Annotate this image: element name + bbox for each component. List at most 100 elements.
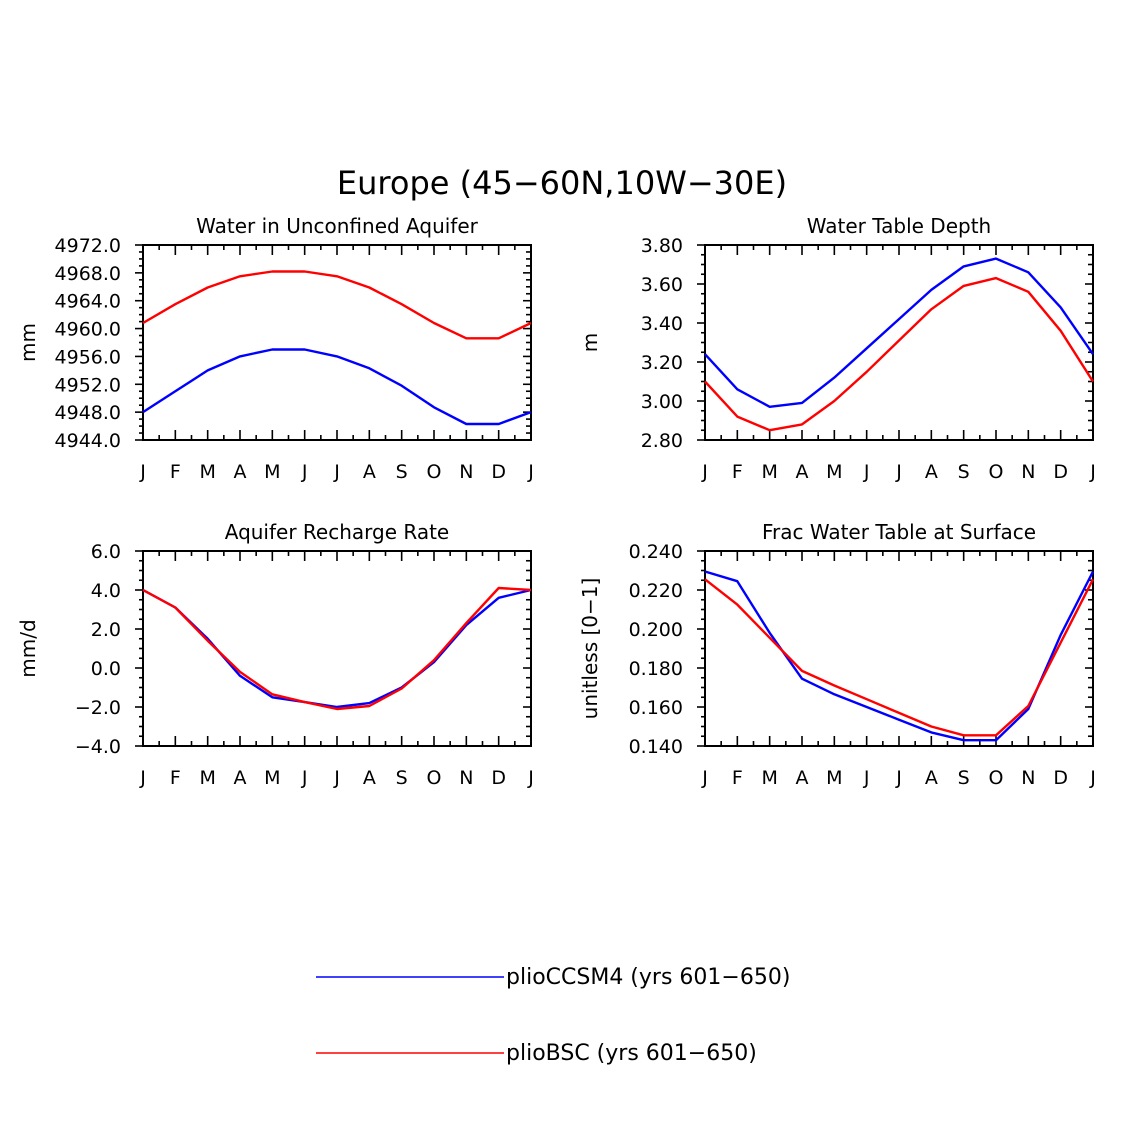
y-tick-label: 0.140 xyxy=(629,736,683,758)
y-tick-label: 3.80 xyxy=(641,235,683,257)
y-tick-label: 3.00 xyxy=(641,391,683,413)
y-tick-label: 4944.0 xyxy=(55,430,121,452)
x-tick-label: F xyxy=(732,461,743,483)
y-tick-label: 0.160 xyxy=(629,697,683,719)
y-tick-label: 4948.0 xyxy=(55,402,121,424)
y-tick-label: −4.0 xyxy=(75,736,121,758)
x-tick-label: J xyxy=(895,767,902,789)
y-tick-label: 0.180 xyxy=(629,658,683,680)
x-tick-label: F xyxy=(170,767,181,789)
x-tick-label: M xyxy=(826,767,842,789)
x-tick-label: D xyxy=(1053,461,1068,483)
x-tick-label: A xyxy=(363,461,376,483)
x-tick-label: J xyxy=(701,461,708,483)
y-axis-label: mm xyxy=(16,323,40,362)
series-line-pliocccsm4 xyxy=(704,257,1094,408)
plot-frame xyxy=(704,244,1094,441)
y-tick-label: 0.220 xyxy=(629,580,683,602)
y-axis-label: m xyxy=(578,333,602,352)
x-tick-label: M xyxy=(826,461,842,483)
x-tick-label: S xyxy=(396,767,408,789)
x-tick-label: J xyxy=(1089,461,1096,483)
plot-frame xyxy=(704,550,1094,747)
x-tick-label: D xyxy=(491,461,506,483)
x-tick-label: O xyxy=(427,461,442,483)
y-axis-label: mm/d xyxy=(16,619,40,677)
series-line-pliobsc xyxy=(704,578,1095,737)
series-line-pliocccsm4 xyxy=(142,348,532,426)
x-tick-label: N xyxy=(1021,461,1035,483)
y-tick-label: −2.0 xyxy=(75,697,121,719)
x-tick-label: S xyxy=(958,767,970,789)
x-tick-label: J xyxy=(139,461,146,483)
panel-title: Water Table Depth xyxy=(807,214,991,238)
x-tick-label: N xyxy=(1021,767,1035,789)
panel-title: Frac Water Table at Surface xyxy=(762,520,1036,544)
x-tick-label: M xyxy=(264,461,280,483)
legend-label-pliocccsm4: plioCCSM4 (yrs 601−650) xyxy=(506,965,790,990)
x-tick-label: J xyxy=(1089,767,1096,789)
y-tick-label: 6.0 xyxy=(91,541,121,563)
series-line-pliobsc xyxy=(142,586,532,711)
x-tick-label: J xyxy=(701,767,708,789)
x-tick-label: O xyxy=(989,461,1004,483)
x-tick-label: S xyxy=(396,461,408,483)
plot-frame xyxy=(142,550,532,747)
x-tick-label: F xyxy=(170,461,181,483)
panel-title: Aquifer Recharge Rate xyxy=(225,520,450,544)
x-tick-label: A xyxy=(925,461,938,483)
x-tick-label: J xyxy=(863,461,870,483)
y-axis-label: unitless [0−1] xyxy=(578,578,602,720)
x-tick-label: M xyxy=(199,767,215,789)
x-tick-label: A xyxy=(796,461,809,483)
x-tick-label: J xyxy=(333,461,340,483)
series-line-pliobsc xyxy=(142,270,532,340)
x-tick-label: J xyxy=(333,767,340,789)
y-tick-label: 2.0 xyxy=(91,619,121,641)
y-tick-label: 0.240 xyxy=(629,541,683,563)
y-tick-label: 0.200 xyxy=(629,619,683,641)
y-tick-label: 4968.0 xyxy=(55,263,121,285)
x-tick-label: A xyxy=(796,767,809,789)
x-tick-label: M xyxy=(761,461,777,483)
legend-label-pliobsc: plioBSC (yrs 601−650) xyxy=(506,1041,757,1066)
x-tick-label: J xyxy=(301,767,308,789)
series-line-pliocccsm4 xyxy=(704,570,1095,742)
panel-frac-water-table: Frac Water Table at Surface unitless [0−1… xyxy=(578,520,1096,789)
x-tick-label: D xyxy=(491,767,506,789)
x-tick-label: N xyxy=(459,461,473,483)
y-tick-label: 3.20 xyxy=(641,352,683,374)
x-tick-label: O xyxy=(989,767,1004,789)
y-tick-label: 4952.0 xyxy=(55,374,121,396)
y-tick-label: 3.60 xyxy=(641,274,683,296)
x-tick-label: J xyxy=(139,767,146,789)
y-tick-label: 2.80 xyxy=(641,430,683,452)
panel-title: Water in Unconfined Aquifer xyxy=(196,214,479,238)
x-tick-label: M xyxy=(199,461,215,483)
x-tick-label: O xyxy=(427,767,442,789)
x-tick-label: A xyxy=(234,461,247,483)
x-tick-label: N xyxy=(459,767,473,789)
x-tick-label: J xyxy=(301,461,308,483)
y-tick-label: 4964.0 xyxy=(55,291,121,313)
y-tick-label: 4972.0 xyxy=(55,235,121,257)
x-tick-label: D xyxy=(1053,767,1068,789)
legend: plioCCSM4 (yrs 601−650) plioBSC (yrs 601… xyxy=(316,965,790,1066)
x-tick-label: J xyxy=(527,767,534,789)
y-tick-label: 0.0 xyxy=(91,658,121,680)
x-tick-label: F xyxy=(732,767,743,789)
x-tick-label: J xyxy=(895,461,902,483)
x-tick-label: A xyxy=(363,767,376,789)
figure-title: Europe (45−60N,10W−30E) xyxy=(337,164,787,202)
y-tick-label: 4956.0 xyxy=(55,346,121,368)
x-tick-label: J xyxy=(863,767,870,789)
x-tick-label: J xyxy=(527,461,534,483)
x-tick-label: M xyxy=(761,767,777,789)
y-tick-label: 4.0 xyxy=(91,580,121,602)
x-tick-label: M xyxy=(264,767,280,789)
plot-frame xyxy=(142,244,532,441)
y-tick-label: 4960.0 xyxy=(55,319,121,341)
